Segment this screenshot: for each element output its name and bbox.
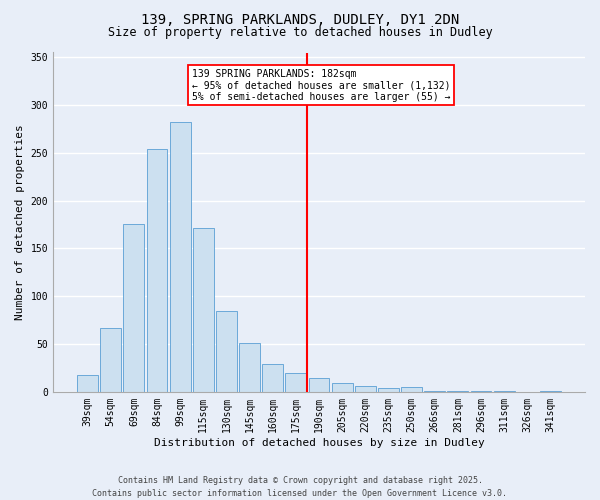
X-axis label: Distribution of detached houses by size in Dudley: Distribution of detached houses by size … bbox=[154, 438, 484, 448]
Bar bbox=[239, 343, 260, 392]
Bar bbox=[262, 364, 283, 392]
Bar bbox=[308, 378, 329, 392]
Text: Contains HM Land Registry data © Crown copyright and database right 2025.
Contai: Contains HM Land Registry data © Crown c… bbox=[92, 476, 508, 498]
Bar bbox=[193, 228, 214, 392]
Text: 139, SPRING PARKLANDS, DUDLEY, DY1 2DN: 139, SPRING PARKLANDS, DUDLEY, DY1 2DN bbox=[141, 12, 459, 26]
Bar bbox=[216, 310, 237, 392]
Bar bbox=[100, 328, 121, 392]
Bar bbox=[77, 374, 98, 392]
Y-axis label: Number of detached properties: Number of detached properties bbox=[15, 124, 25, 320]
Bar bbox=[424, 391, 445, 392]
Bar bbox=[470, 391, 491, 392]
Text: Size of property relative to detached houses in Dudley: Size of property relative to detached ho… bbox=[107, 26, 493, 39]
Bar bbox=[401, 387, 422, 392]
Bar bbox=[540, 391, 561, 392]
Text: 139 SPRING PARKLANDS: 182sqm
← 95% of detached houses are smaller (1,132)
5% of : 139 SPRING PARKLANDS: 182sqm ← 95% of de… bbox=[192, 68, 450, 102]
Bar bbox=[355, 386, 376, 392]
Bar bbox=[332, 383, 353, 392]
Bar bbox=[378, 388, 399, 392]
Bar bbox=[170, 122, 191, 392]
Bar bbox=[286, 372, 306, 392]
Bar bbox=[448, 391, 468, 392]
Bar bbox=[494, 391, 515, 392]
Bar bbox=[124, 224, 145, 392]
Bar bbox=[146, 149, 167, 392]
